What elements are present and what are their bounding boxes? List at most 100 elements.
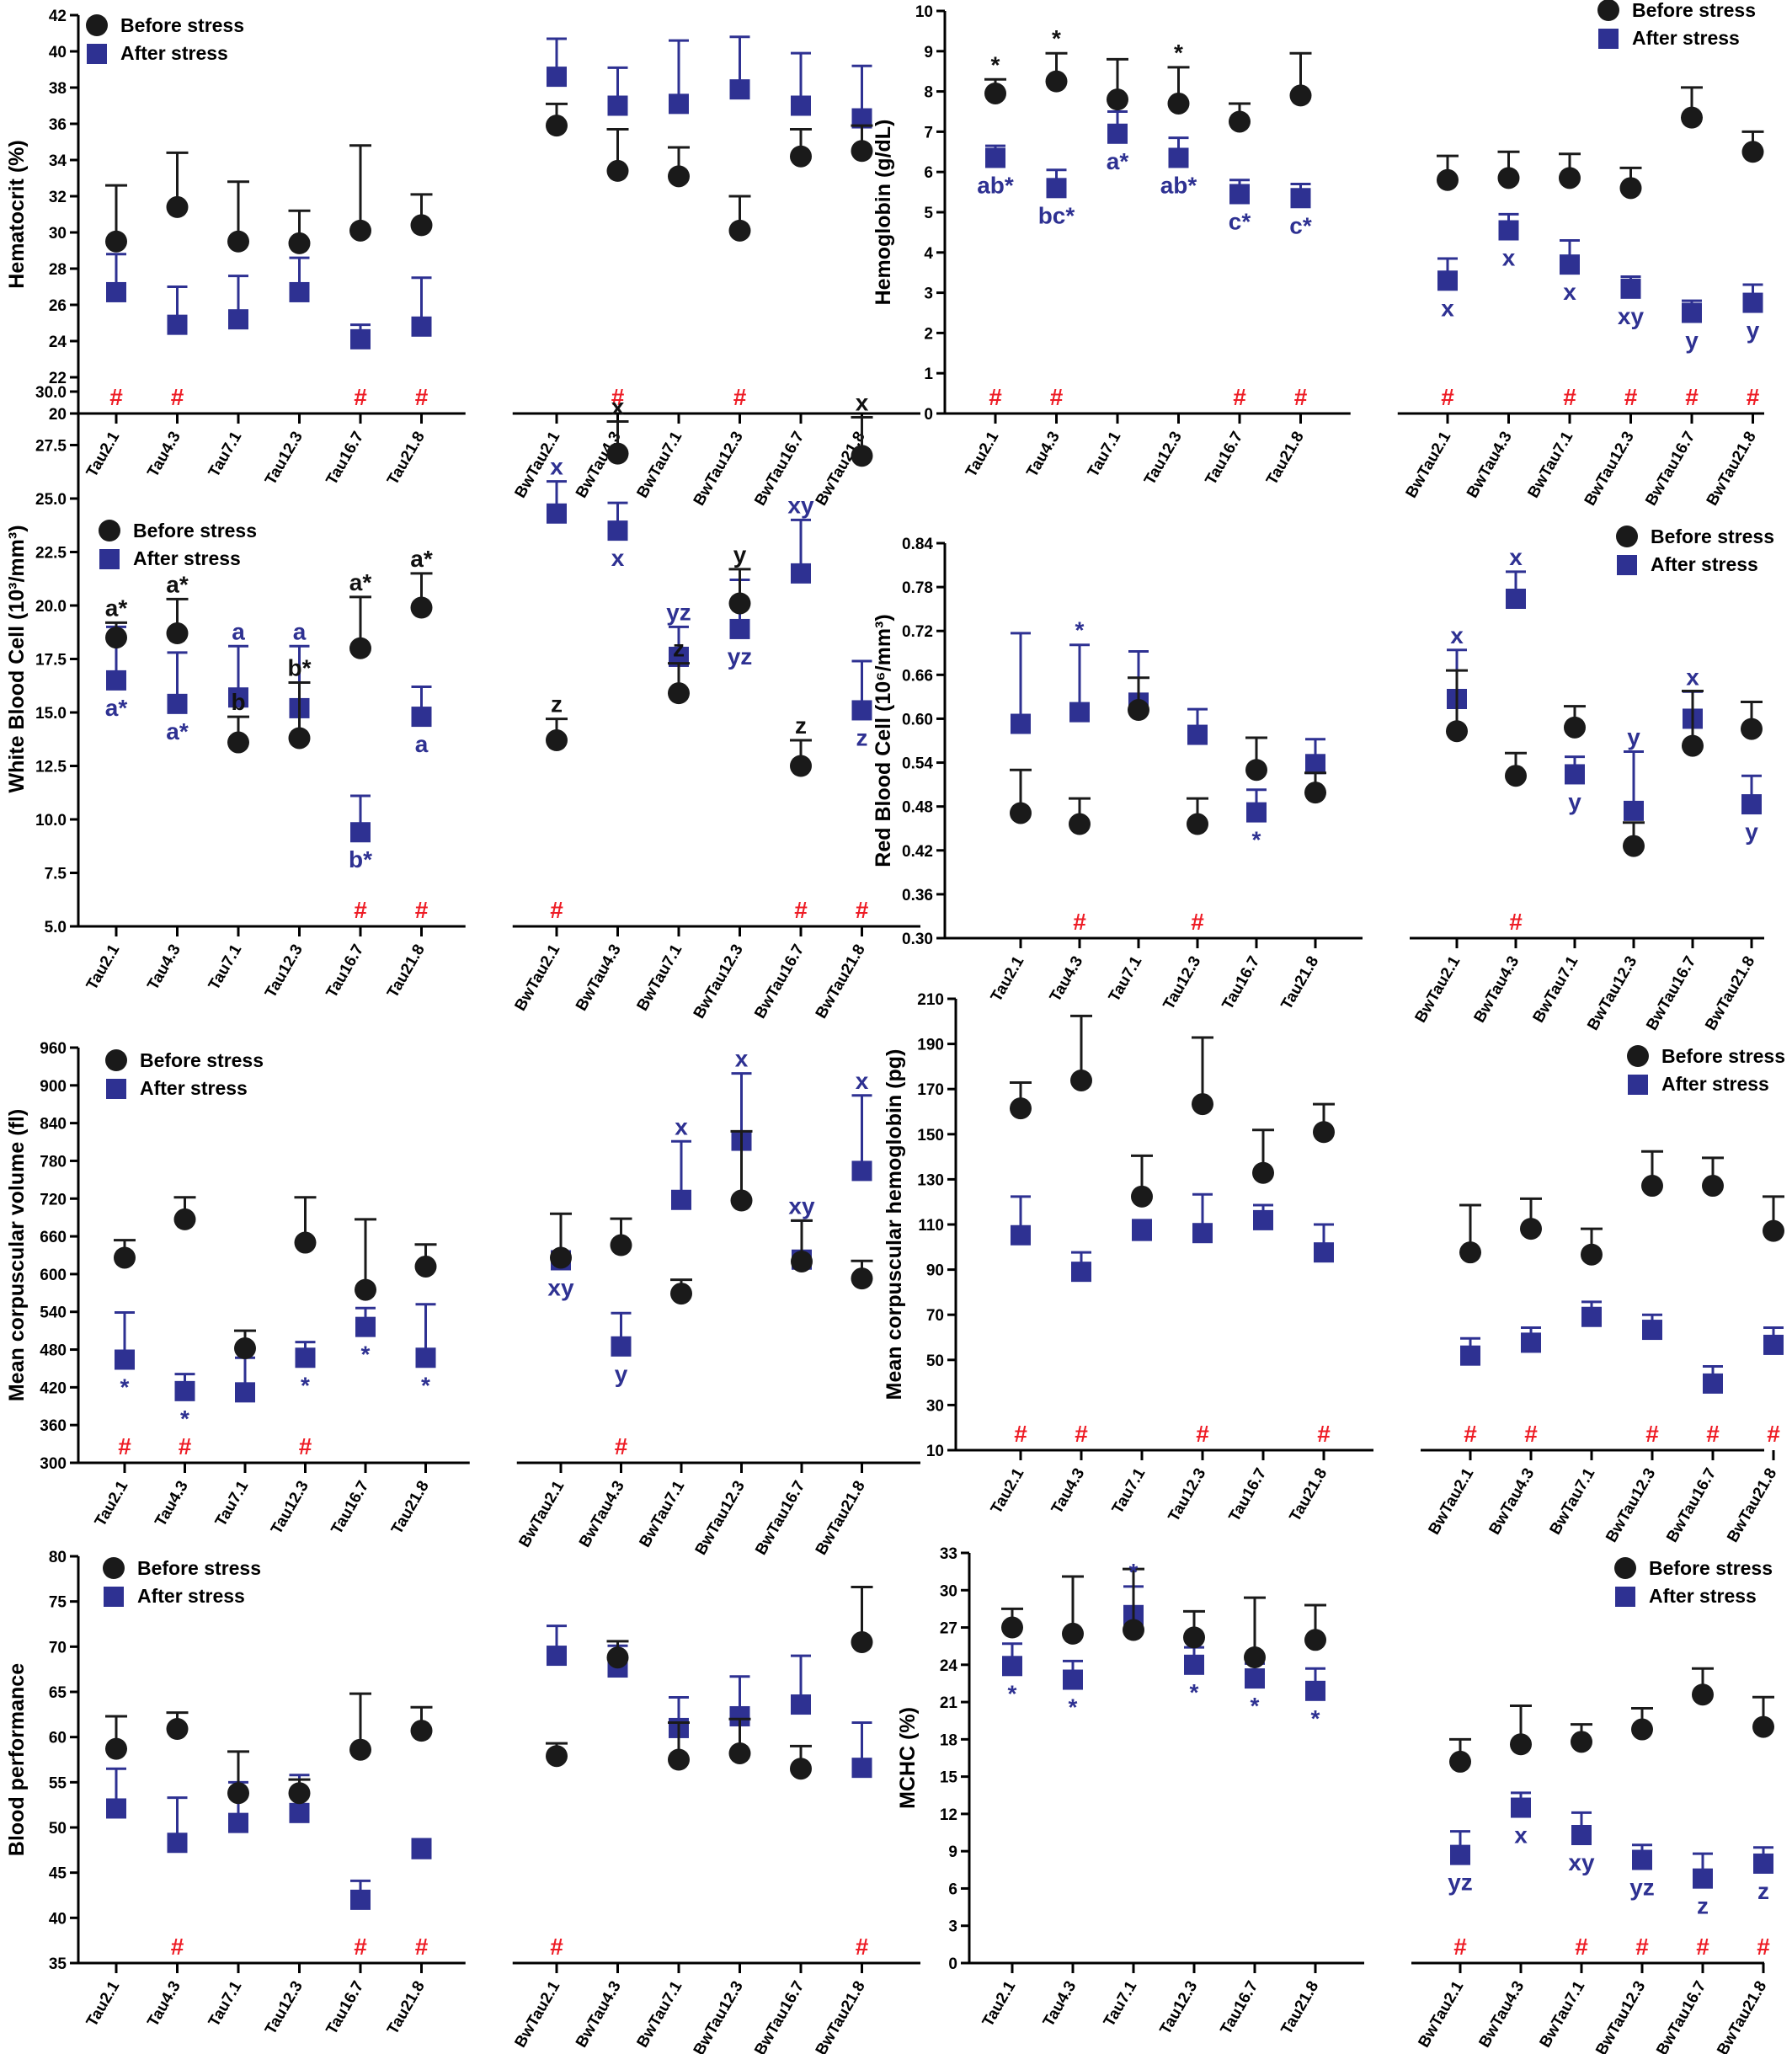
- significance-hash: #: [354, 897, 367, 923]
- after-stress-point: [729, 618, 750, 639]
- before-letter: x: [856, 389, 869, 415]
- significance-hash: #: [1050, 384, 1064, 410]
- before-stress-point: [166, 622, 189, 645]
- legend: Before stress After stress: [105, 1049, 264, 1099]
- before-stress-point: [1010, 1097, 1032, 1120]
- after-stress-point: [289, 281, 310, 302]
- y-tick-label: 110: [918, 1217, 944, 1235]
- after-stress-point: [411, 1838, 432, 1859]
- chart-panel-1: 20 22 24 26 28 30 32 34 36 38 40 42 Hematocrit (%) Ta…: [5, 8, 920, 509]
- x-tick-label: Tau21.8: [1286, 1465, 1331, 1525]
- significance-hash: #: [1014, 1421, 1027, 1447]
- after-letter: *: [120, 1374, 130, 1400]
- x-tick-label: Tau12.3: [262, 942, 307, 1001]
- x-tick-label: Tau16.7: [1202, 429, 1246, 488]
- legend-after-label: After stress: [133, 547, 241, 569]
- y-tick-label: 55: [49, 1774, 67, 1792]
- before-stress-point: [790, 145, 812, 168]
- significance-hash: #: [1233, 384, 1246, 410]
- before-stress-point: [1702, 1175, 1724, 1198]
- y-tick-label: 20: [49, 406, 67, 424]
- after-letter: xy: [547, 1274, 574, 1300]
- before-stress-point: [546, 1745, 568, 1768]
- x-tick-label: BwTau12.3: [1581, 429, 1638, 509]
- before-stress-point: [1459, 1241, 1481, 1264]
- after-stress-point: [289, 1802, 310, 1823]
- before-stress-point: [288, 1782, 311, 1805]
- legend: Before stress After stress: [99, 520, 257, 569]
- after-stress-point: [228, 1812, 248, 1833]
- before-stress-point: [1107, 88, 1128, 111]
- x-tick-label: BwTau4.3: [1464, 429, 1516, 501]
- after-letter: x: [611, 545, 625, 571]
- y-tick-label: 25.0: [35, 491, 67, 509]
- y-tick-label: 0.54: [902, 755, 933, 773]
- before-stress-point: [790, 755, 812, 777]
- after-stress-point: [547, 67, 567, 88]
- after-letter: y: [1627, 724, 1640, 750]
- significance-hash: #: [1196, 1421, 1209, 1447]
- after-stress-point: [1253, 1209, 1273, 1230]
- before-stress-point: [1564, 716, 1586, 739]
- legend-before-label: Before stress: [140, 1049, 264, 1071]
- after-letter: x: [1450, 622, 1464, 648]
- legend-before-label: Before stress: [137, 1557, 261, 1579]
- y-tick-label: 0.30: [902, 931, 933, 948]
- x-tick-label: Tau16.7: [323, 942, 367, 1001]
- x-tick-label: BwTau4.3: [573, 942, 625, 1014]
- after-letter: yz: [1629, 1875, 1655, 1901]
- y-tick-label: 8: [924, 84, 933, 102]
- significance-hash: #: [856, 897, 869, 923]
- x-tick-label: Tau16.7: [1217, 1978, 1261, 2038]
- x-tick-label: Tau7.1: [1109, 1465, 1149, 1518]
- after-stress-point: [1132, 1220, 1152, 1241]
- after-stress-point: [1290, 188, 1311, 209]
- before-stress-point: [790, 1758, 812, 1780]
- x-tick-label: BwTau2.1: [1403, 429, 1455, 501]
- after-stress-point: [791, 563, 811, 584]
- before-stress-point: [410, 1720, 433, 1742]
- before-stress-point: [105, 627, 127, 649]
- after-stress-point: [411, 707, 432, 728]
- significance-hash: #: [1706, 1421, 1720, 1447]
- x-tick-label: Tau12.3: [1160, 953, 1204, 1013]
- after-stress-point: [1560, 254, 1580, 275]
- y-tick-label: 130: [917, 1171, 944, 1189]
- y-tick-label: 38: [49, 80, 67, 98]
- legend-after-marker: [106, 1079, 126, 1099]
- legend-before-marker: [1614, 1557, 1636, 1579]
- after-stress-point: [415, 1347, 436, 1368]
- y-tick-label: 300: [40, 1455, 67, 1473]
- x-tick-label: Tau16.7: [1225, 1465, 1270, 1525]
- significance-hash: #: [1075, 1421, 1088, 1447]
- x-tick-label: BwTau2.1: [516, 1478, 568, 1550]
- legend: Before stress After stress: [86, 14, 244, 64]
- after-letter: a: [415, 731, 429, 757]
- after-stress-point: [295, 1347, 316, 1368]
- before-stress-point: [1245, 759, 1267, 782]
- after-letter: y: [1685, 328, 1699, 354]
- legend-before-label: Before stress: [133, 520, 257, 542]
- after-stress-point: [1763, 1334, 1784, 1355]
- significance-hash: #: [1696, 1934, 1709, 1960]
- x-tick-label: BwTau7.1: [1547, 1465, 1599, 1538]
- y-axis-title: Mean corpuscular volume (fl): [5, 1109, 29, 1401]
- before-letter: a*: [166, 571, 189, 597]
- x-tick-label: BwTau7.1: [637, 1478, 689, 1550]
- y-tick-label: 40: [49, 1910, 67, 1928]
- x-tick-label: BwTau16.7: [751, 1978, 808, 2054]
- legend-after-marker: [1615, 1587, 1635, 1607]
- after-stress-point: [671, 1189, 691, 1210]
- significance-hash: #: [415, 384, 429, 410]
- after-letter: *: [1069, 1694, 1078, 1721]
- y-tick-label: 5: [924, 205, 933, 222]
- after-letter: x: [1563, 279, 1576, 305]
- after-stress-point: [1703, 1373, 1723, 1394]
- x-tick-label: BwTau7.1: [1530, 953, 1582, 1026]
- y-tick-label: 540: [40, 1304, 67, 1322]
- y-tick-label: 0: [924, 406, 933, 424]
- after-stress-point: [851, 1160, 872, 1182]
- before-stress-point: [730, 1189, 753, 1212]
- x-tick-label: BwTau2.1: [512, 1978, 564, 2051]
- y-tick-label: 0: [948, 1955, 957, 1973]
